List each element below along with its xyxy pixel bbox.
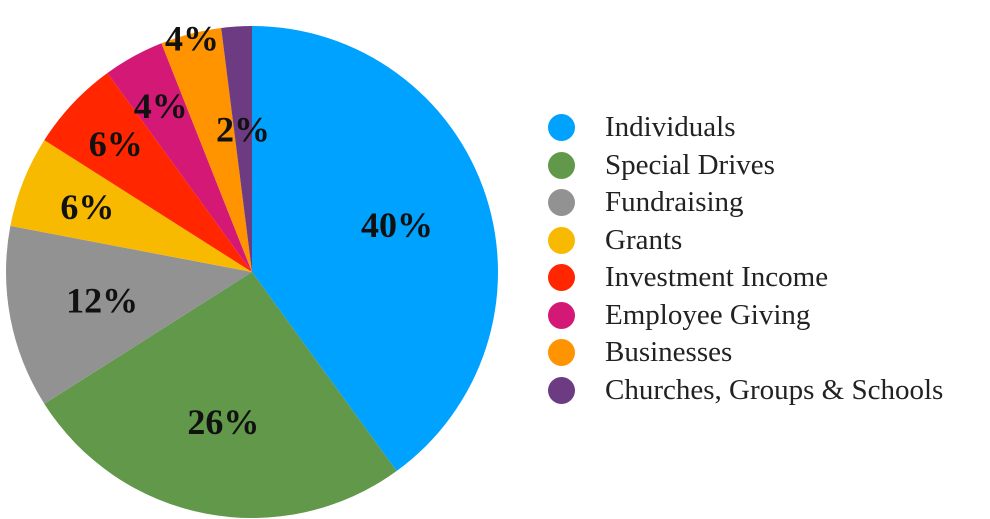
legend-label: Businesses [605, 336, 733, 369]
pie-slice-individuals [252, 26, 498, 472]
pie-value-labels: 40%26%12%6%6%4%4%2% [60, 18, 433, 441]
legend-swatch [548, 114, 575, 142]
pie-slices [5, 26, 498, 518]
chart-legend: Individuals Special Drives Fundraising Gran… [548, 109, 988, 409]
pie-slice-businesses [161, 27, 252, 272]
pie-slice-investment-income [44, 72, 252, 273]
legend-item-special-drives: Special Drives [548, 147, 988, 185]
pie-slice-employee-giving [107, 43, 252, 272]
legend-item-employee-giving: Employee Giving [548, 297, 988, 335]
legend-swatch [548, 189, 575, 217]
slice-value-label-fundraising: 12% [66, 281, 138, 321]
legend-swatch [548, 226, 575, 254]
legend-item-grants: Grants [548, 222, 988, 260]
slice-value-label-individuals: 40% [361, 205, 433, 245]
legend-swatch [548, 151, 575, 179]
slice-value-label-investment-income: 6% [89, 124, 143, 164]
slice-value-label-employee-giving: 4% [134, 86, 188, 126]
legend-swatch [548, 376, 575, 404]
legend-swatch [548, 301, 575, 329]
legend-label: Grants [605, 223, 683, 256]
legend-label: Individuals [605, 111, 736, 144]
legend-label: Employee Giving [605, 298, 811, 331]
legend-item-churches-groups-schools: Churches, Groups & Schools [548, 372, 988, 410]
pie-slice-fundraising [5, 225, 252, 404]
legend-item-fundraising: Fundraising [548, 184, 988, 222]
legend-item-investment-income: Investment Income [548, 259, 988, 297]
pie-slice-churches-groups-schools [221, 26, 252, 272]
legend-label: Churches, Groups & Schools [605, 373, 944, 406]
slice-value-label-special-drives: 26% [187, 402, 259, 442]
pie-slice-special-drives [44, 272, 397, 518]
legend-item-individuals: Individuals [548, 109, 988, 147]
slice-value-label-grants: 6% [60, 187, 114, 227]
legend-label: Investment Income [605, 261, 829, 294]
legend-item-businesses: Businesses [548, 334, 988, 372]
slice-value-label-churches-groups-schools: 2% [216, 110, 270, 150]
legend-label: Special Drives [605, 148, 775, 181]
legend-swatch [548, 264, 575, 292]
legend-swatch [548, 339, 575, 367]
pie-slice-grants [10, 140, 253, 272]
legend-label: Fundraising [605, 186, 744, 219]
slice-value-label-businesses: 4% [165, 18, 219, 58]
